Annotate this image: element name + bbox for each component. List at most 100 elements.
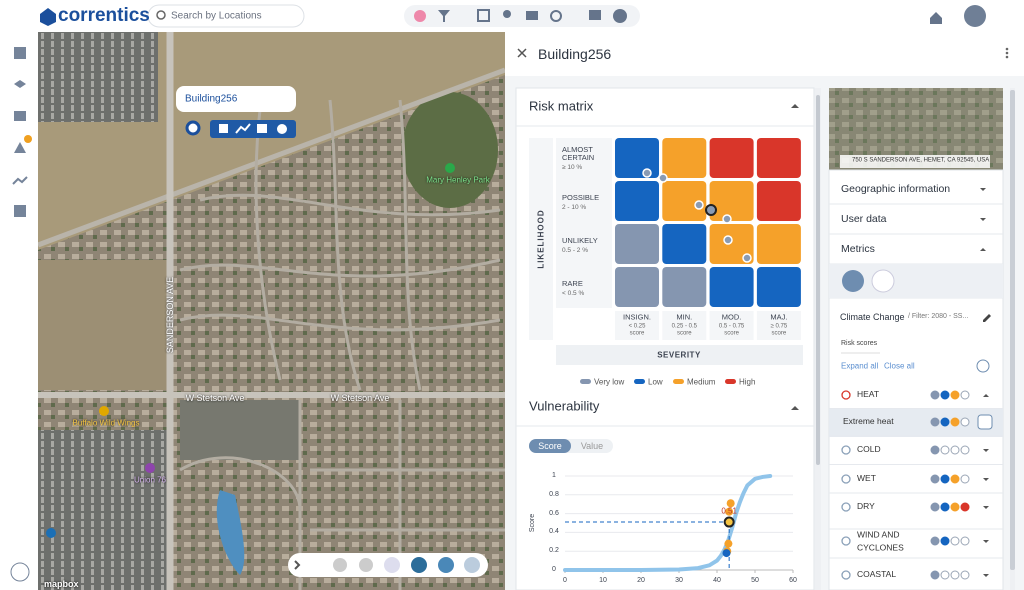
point[interactable] [725, 507, 734, 516]
tab[interactable]: Score [538, 440, 562, 451]
scroll-thumb[interactable] [816, 95, 820, 465]
section-header[interactable]: Geographic information [841, 182, 951, 195]
nav-icons[interactable] [10, 47, 30, 582]
metric-tab-active[interactable] [842, 270, 864, 292]
hazard-name[interactable]: Extreme heat [843, 416, 894, 427]
section-header[interactable]: Metrics [841, 242, 875, 255]
score-dot [950, 445, 960, 455]
avatar[interactable] [964, 5, 986, 27]
score-dot [960, 474, 970, 484]
section-header[interactable]: User data [841, 212, 887, 225]
building-dot[interactable] [742, 253, 752, 263]
home-icon[interactable] [930, 12, 942, 24]
popup-icons[interactable] [219, 123, 287, 134]
y-tick-label: 0.8 [549, 490, 559, 498]
chevron[interactable] [983, 394, 989, 397]
building-dot[interactable] [723, 235, 733, 245]
chevron[interactable] [983, 540, 989, 543]
matrix-cell[interactable] [709, 138, 754, 178]
chevron[interactable] [983, 478, 989, 481]
collapse-icon[interactable] [791, 104, 799, 108]
hazard-name[interactable]: WET [857, 473, 876, 484]
row-label: UNLIKELY [562, 236, 598, 245]
axis-title: LIKELIHOOD [536, 209, 546, 269]
popup[interactable] [176, 86, 296, 112]
chevron[interactable] [980, 188, 986, 191]
map-label: W Stetson Ave [185, 392, 245, 403]
toolbar-icons[interactable] [414, 9, 627, 23]
detail-icon[interactable] [977, 414, 993, 430]
building-marker[interactable] [185, 120, 201, 136]
score-dot [960, 417, 970, 427]
matrix-cell[interactable] [709, 267, 754, 307]
matrix-cell[interactable] [709, 224, 754, 264]
info-icon[interactable] [976, 359, 990, 373]
address-bar [840, 155, 990, 168]
matrix-cell[interactable] [709, 181, 754, 221]
metric-tab[interactable] [871, 269, 895, 293]
column-unit: score [724, 330, 739, 337]
map-style-icons[interactable] [294, 557, 480, 573]
matrix-cell[interactable] [756, 267, 801, 307]
poi-icon[interactable] [99, 406, 109, 416]
point[interactable] [726, 499, 735, 508]
chevron[interactable] [983, 449, 989, 452]
matrix-cell[interactable] [662, 267, 707, 307]
selected-point[interactable] [723, 516, 735, 528]
chevron[interactable] [980, 218, 986, 221]
matrix-cell[interactable] [756, 138, 801, 178]
collapse-icon[interactable] [791, 406, 799, 410]
map-label: SANDERSON AVE [164, 276, 175, 354]
chevron[interactable] [983, 574, 989, 577]
legend-swatch [673, 379, 684, 384]
tab-active[interactable] [529, 439, 571, 453]
search-placeholder[interactable]: Search by Locations [171, 10, 262, 22]
matrix-cell[interactable] [615, 267, 659, 307]
more-icon[interactable] [1005, 47, 1009, 59]
score-dot [960, 570, 970, 580]
column-label-box [756, 311, 801, 340]
link[interactable]: Expand all [841, 361, 879, 371]
hazard-name[interactable]: COLD [857, 444, 881, 455]
chevron[interactable] [980, 248, 986, 251]
column-range: ≥ 0.75 [770, 323, 788, 330]
poi-icon[interactable] [145, 463, 155, 473]
score-dot [950, 474, 960, 484]
column-label: MAJ. [770, 312, 788, 322]
point[interactable] [724, 539, 733, 548]
legend-swatch [725, 379, 736, 384]
score-dot [940, 417, 950, 427]
edit-icon[interactable] [983, 314, 991, 322]
hazard-name[interactable]: DRY [857, 501, 875, 512]
chevron[interactable] [983, 506, 989, 509]
matrix-cell[interactable] [662, 224, 707, 264]
close-icon[interactable] [517, 48, 527, 58]
matrix-cell[interactable] [756, 224, 801, 264]
building-dot[interactable] [642, 168, 652, 178]
building-dot-selected[interactable] [705, 204, 717, 216]
point[interactable] [722, 549, 731, 558]
matrix-cell[interactable] [662, 181, 707, 221]
value-label: 0.51 [721, 506, 737, 516]
selected-row [829, 409, 1003, 437]
side-nav [0, 32, 38, 590]
matrix-cell[interactable] [615, 224, 659, 264]
score-dot [930, 502, 940, 512]
hazard-name[interactable]: HEAT [857, 389, 880, 400]
search-box[interactable] [147, 4, 305, 28]
score-dot [930, 536, 940, 546]
poi-icon[interactable] [46, 528, 56, 538]
hazard-name[interactable]: WIND AND CYCLONES [857, 529, 904, 552]
matrix-cell[interactable] [662, 138, 707, 178]
matrix-cell[interactable] [756, 181, 801, 221]
matrix-cell[interactable] [615, 181, 659, 221]
building-dot[interactable] [722, 214, 732, 224]
matrix-cell[interactable] [615, 138, 659, 178]
building-dot[interactable] [694, 200, 704, 210]
building-dot[interactable] [658, 173, 668, 183]
park-icon[interactable] [445, 163, 455, 173]
link[interactable]: Close all [884, 361, 915, 371]
hazard-name[interactable]: COASTAL [857, 569, 897, 580]
tab[interactable]: Value [580, 440, 604, 451]
scroll-thumb[interactable] [1010, 90, 1015, 570]
